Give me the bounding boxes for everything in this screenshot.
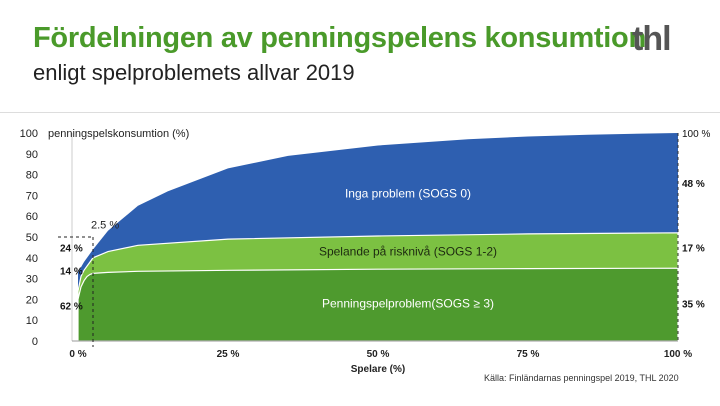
y-tick-label: 70 xyxy=(26,190,38,202)
y-tick-label: 60 xyxy=(26,211,38,223)
left-share-label: 62 % xyxy=(60,302,83,313)
right-share-label: 48 % xyxy=(682,179,705,190)
y-tick-label: 30 xyxy=(26,274,38,286)
area-chart: 0 10 20 30 40 50 60 70 80 90 100 penningspelskonsum… xyxy=(20,128,711,375)
right-share-label: 35 % xyxy=(682,300,705,311)
chart-subtitle: enligt spelproblemets allvar 2019 xyxy=(33,60,355,85)
y-axis-label: penningspelskonsumtion (%) xyxy=(48,128,189,140)
y-tick-label: 100 xyxy=(20,128,38,140)
y-tick-label: 10 xyxy=(26,315,38,327)
thl-logo: thl xyxy=(632,20,672,58)
chart-area: 0 10 20 30 40 50 60 70 80 90 100 penningspelskonsum… xyxy=(0,112,720,406)
region-label: Spelande på risknivå (SOGS 1-2) xyxy=(319,245,497,259)
chart-title: Fördelningen av penningspelens konsumtio… xyxy=(33,22,646,54)
x-tick-label: 0 % xyxy=(69,349,86,360)
region-label: Inga problem (SOGS 0) xyxy=(345,186,471,200)
x-tick-label: 100 % xyxy=(664,349,692,360)
marker-label: 2.5 % xyxy=(91,220,119,232)
x-tick-label: 50 % xyxy=(367,349,390,360)
region-label: Penningspelproblem(SOGS ≥ 3) xyxy=(322,297,494,311)
x-tick-label: 75 % xyxy=(517,349,540,360)
right-share-label: 17 % xyxy=(682,243,705,254)
y-tick-label: 50 xyxy=(26,232,38,244)
x-axis-label: Spelare (%) xyxy=(351,364,405,375)
y-tick-label: 80 xyxy=(26,170,38,182)
source-note: Källa: Finländarnas penningspel 2019, TH… xyxy=(484,373,679,383)
right-share-label: 100 % xyxy=(682,129,710,140)
y-tick-label: 40 xyxy=(26,253,38,265)
header: Fördelningen av penningspelens konsumtio… xyxy=(0,0,720,110)
y-tick-label: 20 xyxy=(26,294,38,306)
y-tick-label: 0 xyxy=(32,336,38,348)
area-problem xyxy=(77,267,679,342)
y-tick-label: 90 xyxy=(26,149,38,161)
left-share-label: 14 % xyxy=(60,266,83,277)
left-share-label: 24 % xyxy=(60,243,83,254)
x-tick-label: 25 % xyxy=(217,349,240,360)
